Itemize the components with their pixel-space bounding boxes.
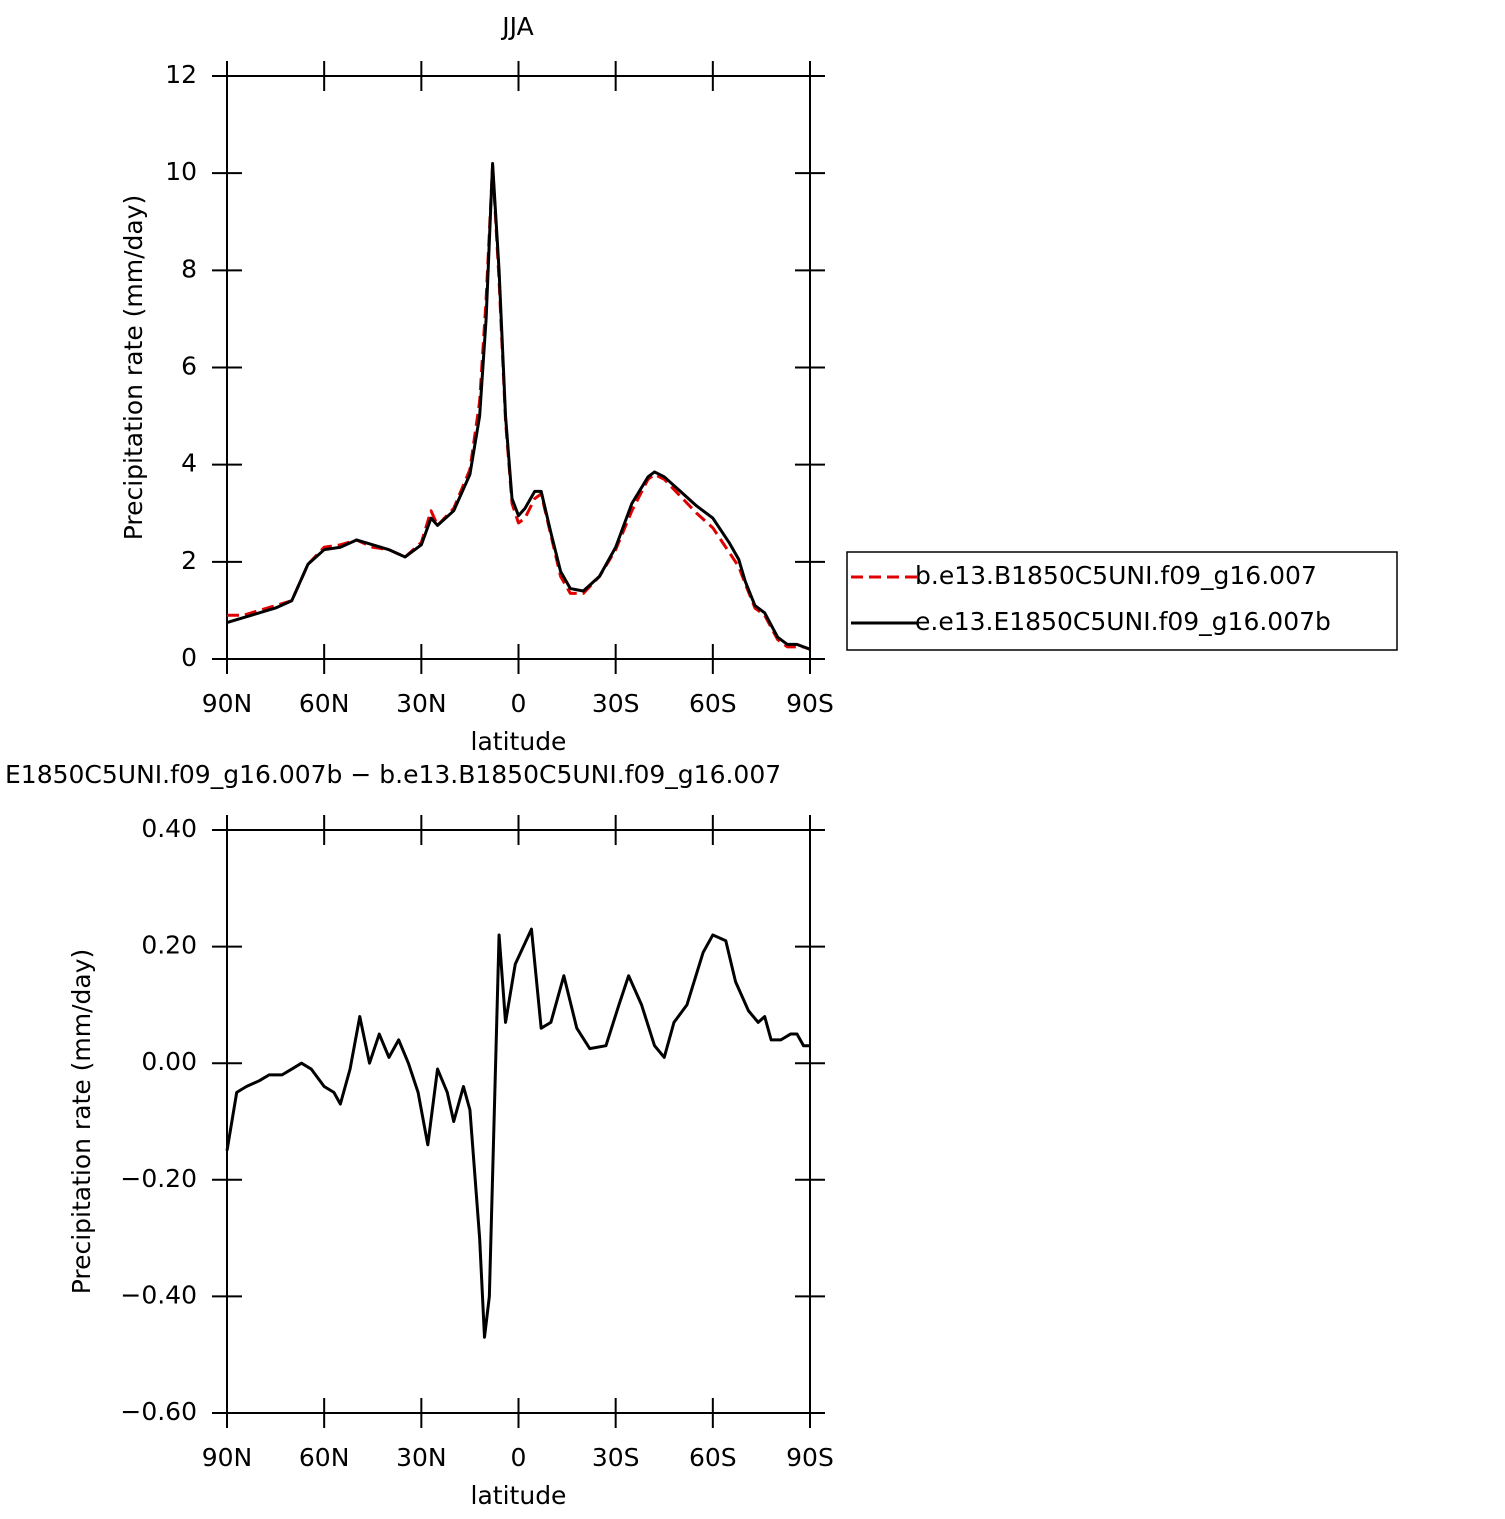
y-tick-label: 0.00: [141, 1047, 197, 1076]
x-axis-label: latitude: [471, 727, 567, 756]
y-tick-label: −0.40: [120, 1280, 197, 1309]
y-axis-label: Precipitation rate (mm/day): [67, 949, 96, 1295]
x-tick-label: 60S: [689, 1443, 737, 1472]
y-tick-label: 12: [165, 60, 197, 89]
x-axis-label: latitude: [471, 1481, 567, 1510]
y-tick-label: 4: [181, 449, 197, 478]
x-tick-label: 60N: [299, 689, 350, 718]
data-line: [227, 164, 811, 651]
x-tick-label: 60S: [689, 689, 737, 718]
data-line: [226, 161, 811, 651]
plot-frame: [226, 829, 811, 1414]
y-tick-label: 2: [181, 546, 197, 575]
x-tick-label: 0: [511, 1443, 527, 1472]
y-tick-label: 10: [165, 157, 197, 186]
y-tick-label: 8: [181, 254, 197, 283]
y-tick-label: −0.60: [120, 1397, 197, 1426]
x-tick-label: 90N: [202, 1443, 253, 1472]
x-tick-label: 90N: [202, 689, 253, 718]
y-tick-label: 0.40: [141, 814, 197, 843]
y-tick-label: 6: [181, 352, 197, 381]
y-tick-label: −0.20: [120, 1164, 197, 1193]
legend-label: e.e13.E1850C5UNI.f09_g16.007b: [915, 607, 1331, 636]
x-tick-label: 30N: [396, 689, 447, 718]
y-tick-label: 0: [181, 643, 197, 672]
legend-box: [846, 551, 1398, 651]
x-tick-label: 60N: [299, 1443, 350, 1472]
x-tick-label: 0: [511, 689, 527, 718]
y-axis-label: Precipitation rate (mm/day): [119, 195, 148, 541]
x-tick-label: 90S: [786, 1443, 834, 1472]
x-tick-label: 30S: [592, 689, 640, 718]
plot-frame: [226, 75, 811, 660]
x-tick-label: 30N: [396, 1443, 447, 1472]
data-line: [225, 927, 810, 1339]
chart-title: E1850C5UNI.f09_g16.007b − b.e13.B1850C5U…: [5, 760, 781, 789]
legend-label: b.e13.B1850C5UNI.f09_g16.007: [915, 561, 1317, 590]
chart-title: JJA: [500, 12, 533, 41]
y-tick-label: 0.20: [141, 931, 197, 960]
x-tick-label: 90S: [786, 689, 834, 718]
x-tick-label: 30S: [592, 1443, 640, 1472]
